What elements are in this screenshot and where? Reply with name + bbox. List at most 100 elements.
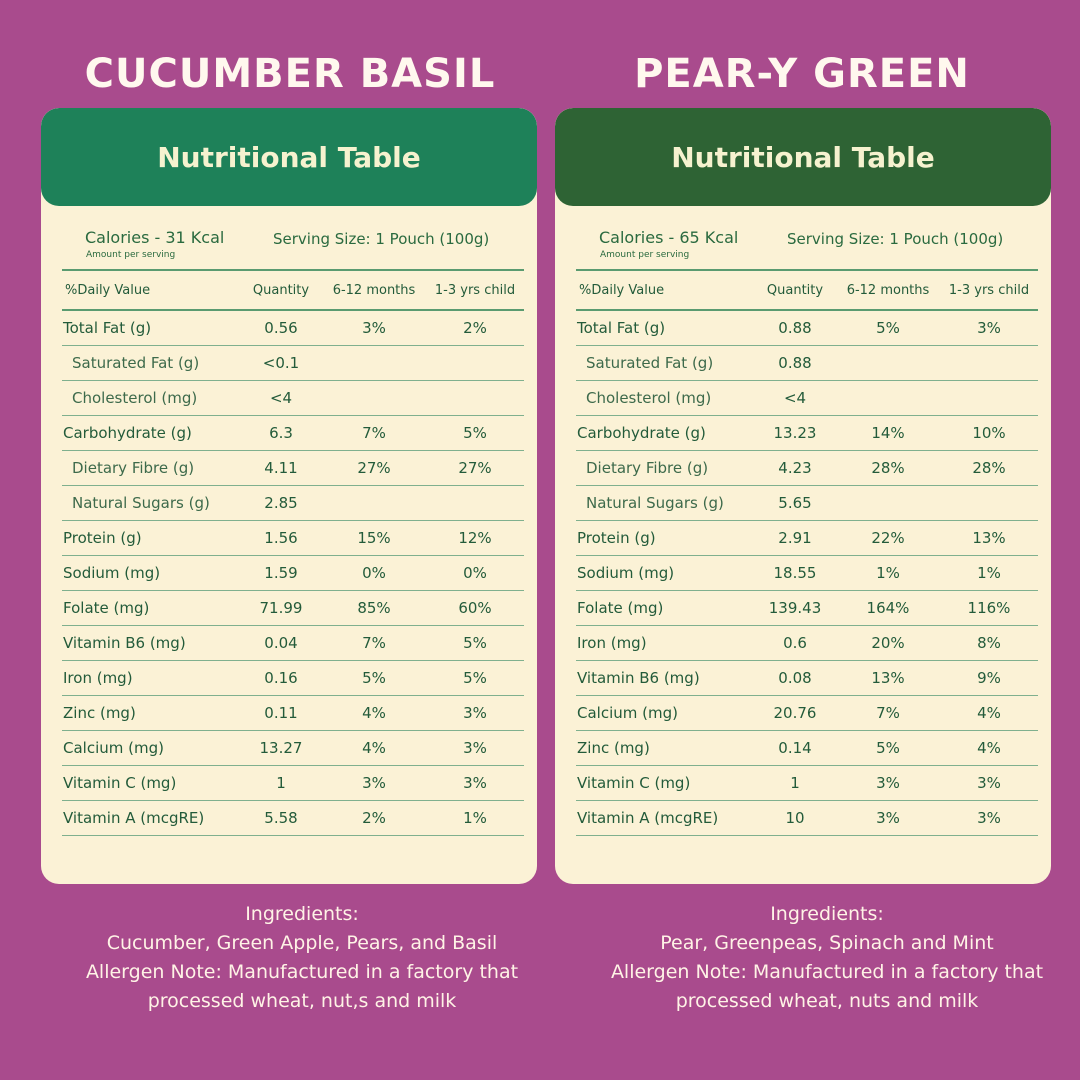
ingredients-label: Ingredients: (245, 903, 359, 925)
quantity-cell: 6.3 (240, 415, 322, 451)
quantity-cell: 1 (754, 765, 836, 801)
table-row: Sodium (mg) 1.59 0% 0% (62, 555, 524, 591)
nutrient-name: Dietary Fibre (g) (576, 450, 754, 486)
daily-value-6-12-months: 20% (836, 625, 940, 661)
quantity-cell: 0.56 (240, 310, 322, 346)
table-header-row: %Daily Value Quantity 6-12 months 1-3 yr… (62, 269, 524, 311)
table-row: Cholesterol (mg) <4 (62, 380, 524, 416)
table-row: Natural Sugars (g) 5.65 (576, 485, 1038, 521)
calories-text: Calories - 31 Kcal (85, 228, 225, 247)
allergen-note: Allergen Note: Manufactured in a factory… (85, 961, 519, 983)
daily-value-1-3-yrs: 3% (940, 310, 1038, 346)
daily-value-1-3-yrs (426, 485, 524, 521)
quantity-cell: 139.43 (754, 590, 836, 626)
table-row: Vitamin B6 (mg) 0.08 13% 9% (576, 660, 1038, 696)
daily-value-1-3-yrs: 60% (426, 590, 524, 626)
daily-value-1-3-yrs: 9% (940, 660, 1038, 696)
nutrient-name: Vitamin C (mg) (62, 765, 240, 801)
column-header-1-3-yrs: 1-3 yrs child (426, 269, 524, 311)
table-row: Calcium (mg) 13.27 4% 3% (62, 730, 524, 766)
quantity-cell: <4 (240, 380, 322, 416)
table-row: Protein (g) 1.56 15% 12% (62, 520, 524, 556)
serving-size-text: Serving Size: 1 Pouch (100g) (787, 230, 1004, 248)
table-row: Iron (mg) 0.16 5% 5% (62, 660, 524, 696)
allergen-note-cont: processed wheat, nut,s and milk (147, 990, 457, 1012)
daily-value-1-3-yrs: 3% (426, 765, 524, 801)
quantity-cell: 0.6 (754, 625, 836, 661)
daily-value-6-12-months (322, 485, 426, 521)
table-row: Saturated Fat (g) 0.88 (576, 345, 1038, 381)
nutrition-table: %Daily Value Quantity 6-12 months 1-3 yr… (62, 269, 524, 836)
table-row: Total Fat (g) 0.56 3% 2% (62, 310, 524, 346)
nutrient-name: Vitamin B6 (mg) (576, 660, 754, 696)
daily-value-1-3-yrs (940, 380, 1038, 416)
daily-value-6-12-months (322, 345, 426, 381)
daily-value-1-3-yrs: 5% (426, 660, 524, 696)
nutrient-name: Cholesterol (mg) (62, 380, 240, 416)
quantity-cell: 4.23 (754, 450, 836, 486)
nutrient-name: Saturated Fat (g) (576, 345, 754, 381)
amount-per-serving-note: Amount per serving (86, 250, 176, 260)
quantity-cell: 1 (240, 765, 322, 801)
nutrition-table: %Daily Value Quantity 6-12 months 1-3 yr… (576, 269, 1038, 836)
table-row: Vitamin B6 (mg) 0.04 7% 5% (62, 625, 524, 661)
nutrient-name: Sodium (mg) (62, 555, 240, 591)
daily-value-6-12-months: 7% (322, 415, 426, 451)
nutrition-table-header: Nutritional Table (555, 108, 1051, 206)
nutrient-name: Cholesterol (mg) (576, 380, 754, 416)
daily-value-1-3-yrs (940, 485, 1038, 521)
nutrient-name: Carbohydrate (g) (62, 415, 240, 451)
nutrient-name: Folate (mg) (62, 590, 240, 626)
quantity-cell: 2.85 (240, 485, 322, 521)
daily-value-1-3-yrs: 13% (940, 520, 1038, 556)
daily-value-6-12-months (836, 345, 940, 381)
ingredients-label: Ingredients: (770, 903, 884, 925)
table-row: Dietary Fibre (g) 4.23 28% 28% (576, 450, 1038, 486)
allergen-note: Allergen Note: Manufactured in a factory… (610, 961, 1044, 983)
calories-row: Calories - 65 Kcal Amount per serving Se… (599, 228, 1037, 268)
nutrient-name: Protein (g) (62, 520, 240, 556)
daily-value-6-12-months: 22% (836, 520, 940, 556)
daily-value-1-3-yrs: 2% (426, 310, 524, 346)
quantity-cell: 10 (754, 800, 836, 836)
daily-value-1-3-yrs: 8% (940, 625, 1038, 661)
ingredients-block-pear-y-green: Ingredients: Pear, Greenpeas, Spinach an… (567, 900, 1080, 1016)
table-row: Folate (mg) 71.99 85% 60% (62, 590, 524, 626)
quantity-cell: 4.11 (240, 450, 322, 486)
daily-value-6-12-months (836, 485, 940, 521)
nutrition-card-cucumber-basil: Nutritional Table Calories - 31 Kcal Amo… (41, 108, 537, 884)
product-title-pear-y-green: PEAR-Y GREEN (634, 51, 970, 97)
table-row: Saturated Fat (g) <0.1 (62, 345, 524, 381)
nutrient-name: Vitamin A (mcgRE) (576, 800, 754, 836)
nutrient-name: Zinc (mg) (62, 695, 240, 731)
column-header-daily-value: %Daily Value (576, 269, 754, 311)
daily-value-1-3-yrs: 28% (940, 450, 1038, 486)
daily-value-1-3-yrs (940, 345, 1038, 381)
table-row: Sodium (mg) 18.55 1% 1% (576, 555, 1038, 591)
table-row: Vitamin A (mcgRE) 10 3% 3% (576, 800, 1038, 836)
quantity-cell: 0.08 (754, 660, 836, 696)
daily-value-6-12-months: 2% (322, 800, 426, 836)
quantity-cell: 1.59 (240, 555, 322, 591)
nutrient-name: Vitamin C (mg) (576, 765, 754, 801)
nutrient-name: Total Fat (g) (62, 310, 240, 346)
table-row: Vitamin A (mcgRE) 5.58 2% 1% (62, 800, 524, 836)
daily-value-6-12-months: 5% (836, 730, 940, 766)
daily-value-1-3-yrs: 5% (426, 415, 524, 451)
table-row: Carbohydrate (g) 6.3 7% 5% (62, 415, 524, 451)
quantity-cell: 18.55 (754, 555, 836, 591)
nutrient-name: Iron (mg) (576, 625, 754, 661)
quantity-cell: 71.99 (240, 590, 322, 626)
calories-text: Calories - 65 Kcal (599, 228, 739, 247)
daily-value-6-12-months: 4% (322, 695, 426, 731)
nutrient-name: Total Fat (g) (576, 310, 754, 346)
nutrient-name: Sodium (mg) (576, 555, 754, 591)
quantity-cell: 13.23 (754, 415, 836, 451)
daily-value-1-3-yrs: 5% (426, 625, 524, 661)
daily-value-1-3-yrs: 1% (940, 555, 1038, 591)
quantity-cell: 13.27 (240, 730, 322, 766)
table-row: Calcium (mg) 20.76 7% 4% (576, 695, 1038, 731)
daily-value-1-3-yrs: 3% (940, 800, 1038, 836)
nutrient-name: Folate (mg) (576, 590, 754, 626)
daily-value-6-12-months: 0% (322, 555, 426, 591)
